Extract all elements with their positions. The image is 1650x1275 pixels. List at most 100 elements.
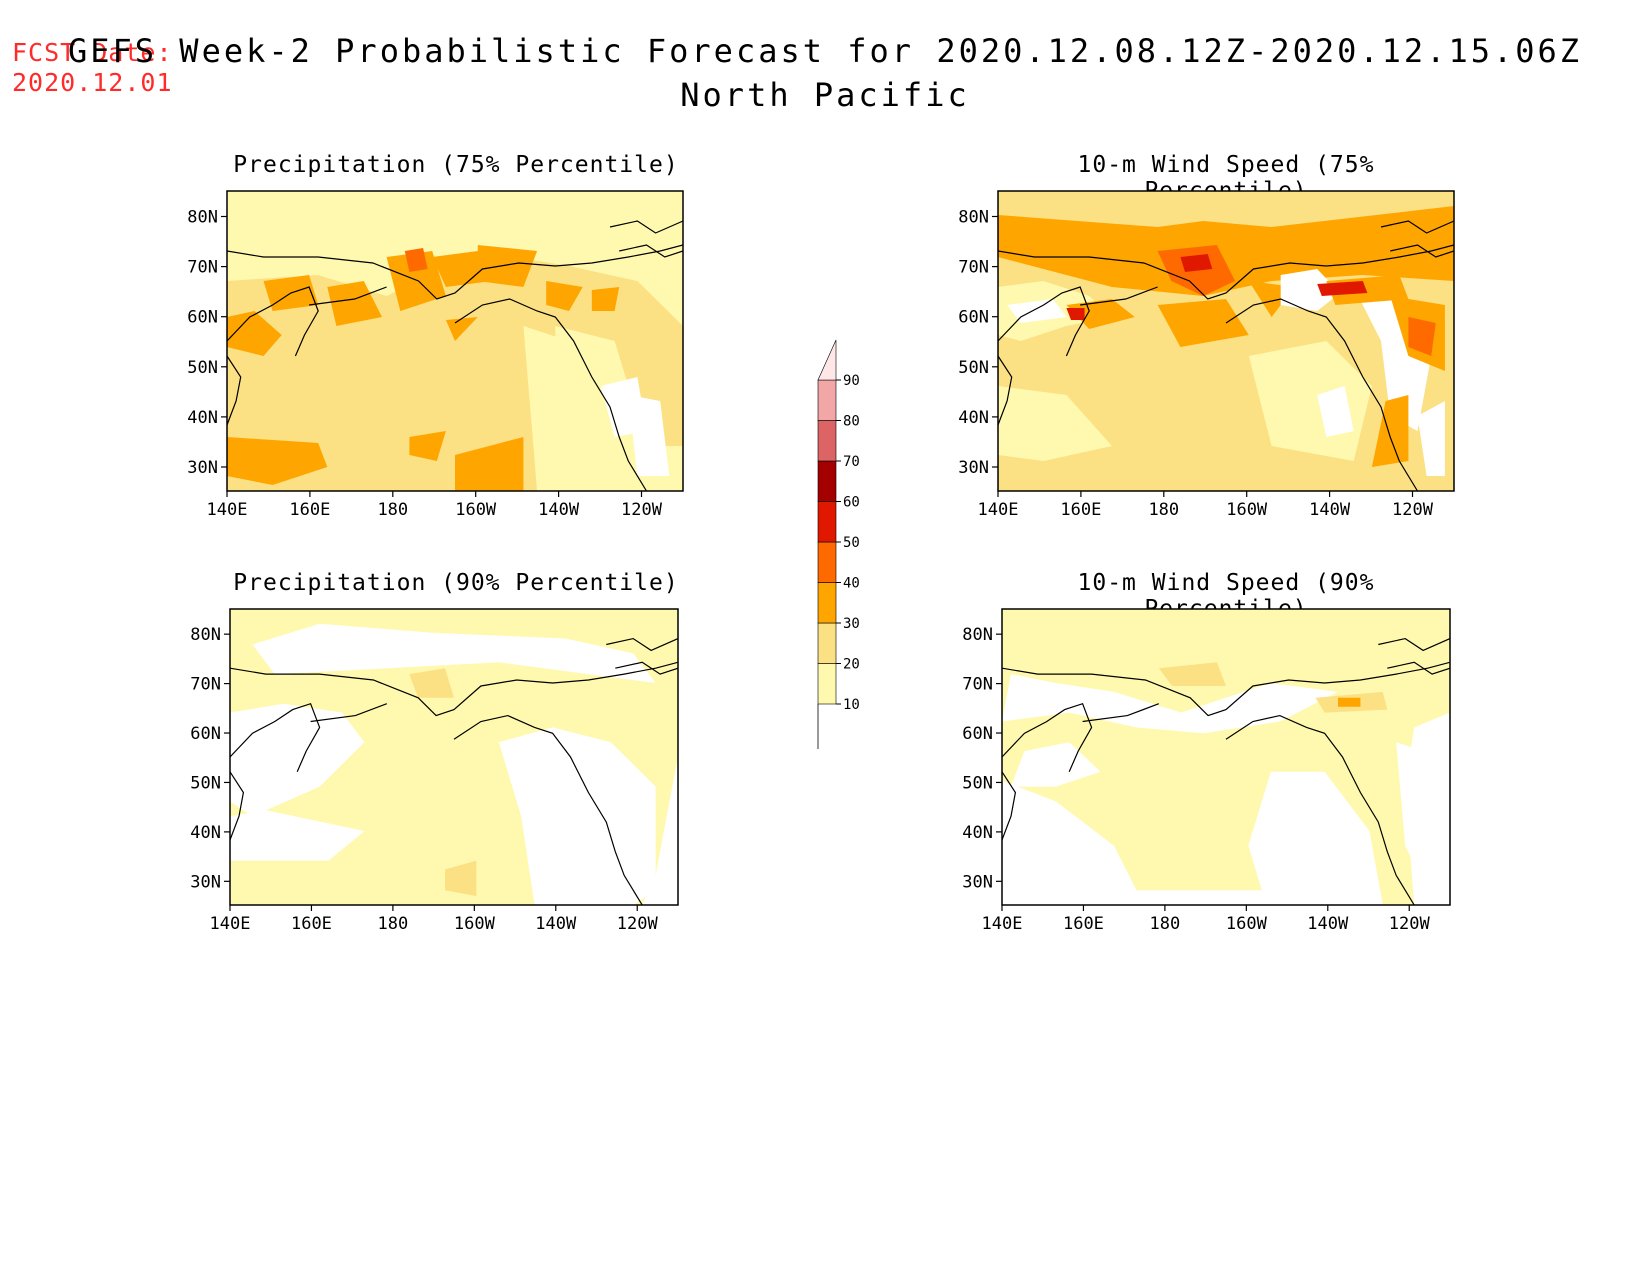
coastline — [1387, 661, 1450, 675]
lon-tick-label: 120W — [1389, 914, 1431, 934]
colorbar-box — [817, 663, 837, 705]
map-frame — [229, 608, 679, 906]
page-subtitle: North Pacific — [680, 76, 970, 114]
lon-tick-label: 120W — [621, 500, 663, 520]
map-panel-0: 80N 70N 60N 50N 40N 30N 140E 160E 180 160W 140W 120… — [187, 190, 684, 520]
lon-tick-label: 180 — [1148, 500, 1179, 520]
lon-tick-label: 160W — [1226, 914, 1268, 934]
lat-tick-label: 60N — [958, 308, 989, 328]
colorbar-box — [817, 379, 837, 421]
contour-fill — [227, 437, 328, 485]
lon-tick-label: 160E — [1060, 500, 1101, 520]
colorbar-box — [817, 420, 837, 462]
coastline — [454, 298, 648, 491]
forecast-date-label: FCST Date: — [12, 38, 173, 67]
colorbar-top-arrow — [817, 339, 837, 381]
lat-tick-label: 80N — [187, 208, 218, 228]
contour-fill — [230, 703, 365, 817]
contour-fill — [227, 311, 282, 356]
contour-fill — [327, 281, 382, 326]
contour-fill — [230, 810, 365, 861]
contour-fill — [1396, 742, 1450, 891]
contour-fill — [1066, 308, 1085, 320]
contour-fill — [1002, 609, 1450, 905]
page-title: GEFS Week-2 Probabilistic Forecast for 2… — [67, 32, 1583, 70]
contour-fill — [1338, 697, 1361, 707]
coastline — [1378, 637, 1450, 652]
lon-tick-label: 140E — [210, 914, 251, 934]
coastline — [606, 637, 678, 652]
contour-fill — [1011, 742, 1101, 787]
lon-tick-label: 160E — [289, 500, 330, 520]
lat-tick-label: 70N — [962, 675, 993, 695]
contour-fill — [1002, 674, 1338, 734]
coastline — [230, 702, 321, 773]
colorbar-label: 40 — [843, 576, 860, 592]
map-panel-1: 80N 70N 60N 50N 40N 30N 140E 160E 180 160W 140W 120… — [958, 190, 1455, 520]
lat-tick-label: 50N — [187, 358, 218, 378]
contour-fill — [1180, 254, 1213, 272]
lon-tick-label: 140W — [535, 914, 577, 934]
colorbar-label: 80 — [843, 414, 860, 430]
contour-fill — [998, 206, 1454, 296]
contour-fill — [1371, 395, 1409, 467]
coastline — [227, 355, 242, 426]
lon-tick-label: 140E — [982, 914, 1023, 934]
map-frame — [1001, 608, 1451, 906]
lon-tick-label: 120W — [617, 914, 659, 934]
contour-fill — [252, 623, 656, 683]
lat-tick-label: 40N — [958, 408, 989, 428]
coastline — [230, 661, 678, 717]
contour-fill — [1317, 281, 1368, 296]
coastline — [615, 661, 678, 675]
panel-title-precip-75: Precipitation (75% Percentile) — [233, 152, 679, 178]
lat-tick-label: 80N — [958, 208, 989, 228]
lat-tick-label: 50N — [958, 358, 989, 378]
colorbar-box — [817, 460, 837, 502]
lat-tick-label: 50N — [962, 773, 993, 793]
lat-tick-label: 40N — [190, 823, 221, 843]
lat-tick-label: 70N — [190, 675, 221, 695]
lon-tick-label: 160E — [291, 914, 332, 934]
colorbar: 10 20 30 40 50 60 70 80 90 — [817, 339, 860, 749]
contour-fill — [498, 727, 656, 905]
lat-tick-label: 60N — [962, 724, 993, 744]
contour-fill — [1158, 662, 1226, 686]
lat-tick-label: 70N — [958, 258, 989, 278]
lon-tick-label: 180 — [1150, 914, 1181, 934]
panel-title-precip-90: Precipitation (90% Percentile) — [233, 570, 679, 596]
coastline — [998, 355, 1013, 426]
lat-tick-label: 70N — [187, 258, 218, 278]
coastline — [1080, 286, 1158, 306]
lat-tick-label: 30N — [190, 872, 221, 892]
lon-tick-label: 120W — [1392, 500, 1434, 520]
map-fill-2 — [230, 609, 678, 905]
coastline — [1002, 771, 1017, 841]
contour-fill — [455, 437, 524, 491]
forecast-date-value: 2020.12.01 — [12, 68, 173, 97]
lon-tick-label: 140W — [1309, 500, 1351, 520]
colorbar-box — [817, 582, 837, 624]
contour-fill — [1317, 386, 1354, 437]
lat-tick-label: 60N — [190, 724, 221, 744]
contour-fill — [998, 386, 1112, 461]
lon-tick-label: 180 — [377, 500, 408, 520]
contour-fill — [591, 287, 620, 311]
lat-tick-label: 30N — [187, 458, 218, 478]
coastline — [230, 771, 245, 841]
coastline — [609, 220, 683, 234]
colorbar-label: 90 — [843, 373, 860, 389]
colorbar-label: 30 — [843, 616, 860, 632]
lon-tick-label: 140W — [538, 500, 580, 520]
contour-fill — [386, 251, 446, 311]
lon-tick-label: 160W — [455, 500, 497, 520]
lon-tick-label: 140E — [978, 500, 1019, 520]
contour-fill — [404, 248, 428, 272]
contour-fill — [409, 668, 454, 698]
contour-fill — [445, 317, 478, 341]
contour-fill — [409, 431, 446, 461]
map-fill-1 — [998, 191, 1454, 491]
colorbar-box — [817, 541, 837, 583]
coastline — [310, 703, 388, 723]
